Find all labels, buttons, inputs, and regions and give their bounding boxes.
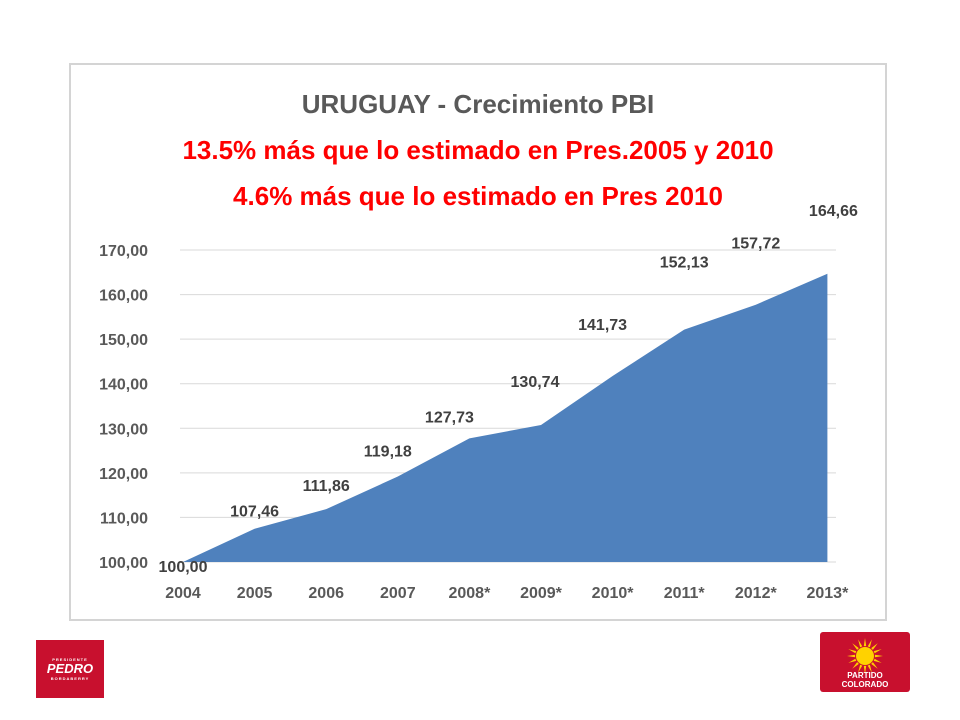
logo-main-text: PEDRO [46, 661, 94, 676]
data-label: 100,00 [159, 559, 208, 576]
data-label: 130,74 [511, 374, 560, 391]
y-tick-label: 130,00 [99, 421, 148, 438]
x-tick-label: 2008* [448, 585, 491, 602]
chart-subtitle-2: 4.6% más que lo estimado en Pres 2010 [233, 181, 723, 211]
sun-icon [847, 638, 883, 674]
y-tick-label: 120,00 [99, 466, 148, 483]
logo-top-text: PRESIDENTE [52, 657, 88, 662]
data-label: 107,46 [230, 504, 279, 521]
x-tick-label: 2006 [308, 585, 344, 602]
logo-line2: COLORADO [841, 680, 889, 689]
data-label: 127,73 [425, 409, 474, 426]
logo-line1: PARTIDO [847, 671, 883, 680]
x-tick-label: 2009* [520, 585, 563, 602]
data-label: 141,73 [578, 317, 627, 334]
x-tick-label: 2005 [237, 585, 273, 602]
y-tick-label: 100,00 [99, 555, 148, 572]
data-label: 111,86 [303, 478, 350, 495]
x-tick-label: 2011* [664, 585, 706, 602]
y-tick-label: 150,00 [99, 332, 148, 349]
pedro-bordaberry-logo: PRESIDENTE PEDRO BORDABERRY [36, 640, 104, 698]
x-tick-label: 2010* [592, 585, 635, 602]
x-tick-label: 2013* [806, 585, 849, 602]
y-tick-label: 170,00 [99, 243, 148, 260]
area-series [183, 273, 828, 562]
x-tick-label: 2007 [380, 585, 416, 602]
chart-title: URUGUAY - Crecimiento PBI [301, 89, 655, 119]
y-tick-label: 110,00 [100, 510, 148, 527]
data-label: 119,18 [364, 444, 412, 461]
logo-bottom-text: BORDABERRY [50, 676, 90, 681]
x-tick-label: 2012* [735, 585, 778, 602]
data-label: 157,72 [731, 236, 780, 253]
data-label: 164,66 [809, 203, 858, 220]
partido-colorado-logo: PARTIDO COLORADO [820, 632, 910, 692]
chart-subtitle-1: 13.5% más que lo estimado en Pres.2005 y… [182, 135, 774, 165]
x-tick-label: 2004 [165, 585, 201, 602]
data-label: 152,13 [660, 255, 709, 272]
y-tick-label: 140,00 [99, 377, 148, 394]
y-tick-label: 160,00 [99, 288, 148, 305]
